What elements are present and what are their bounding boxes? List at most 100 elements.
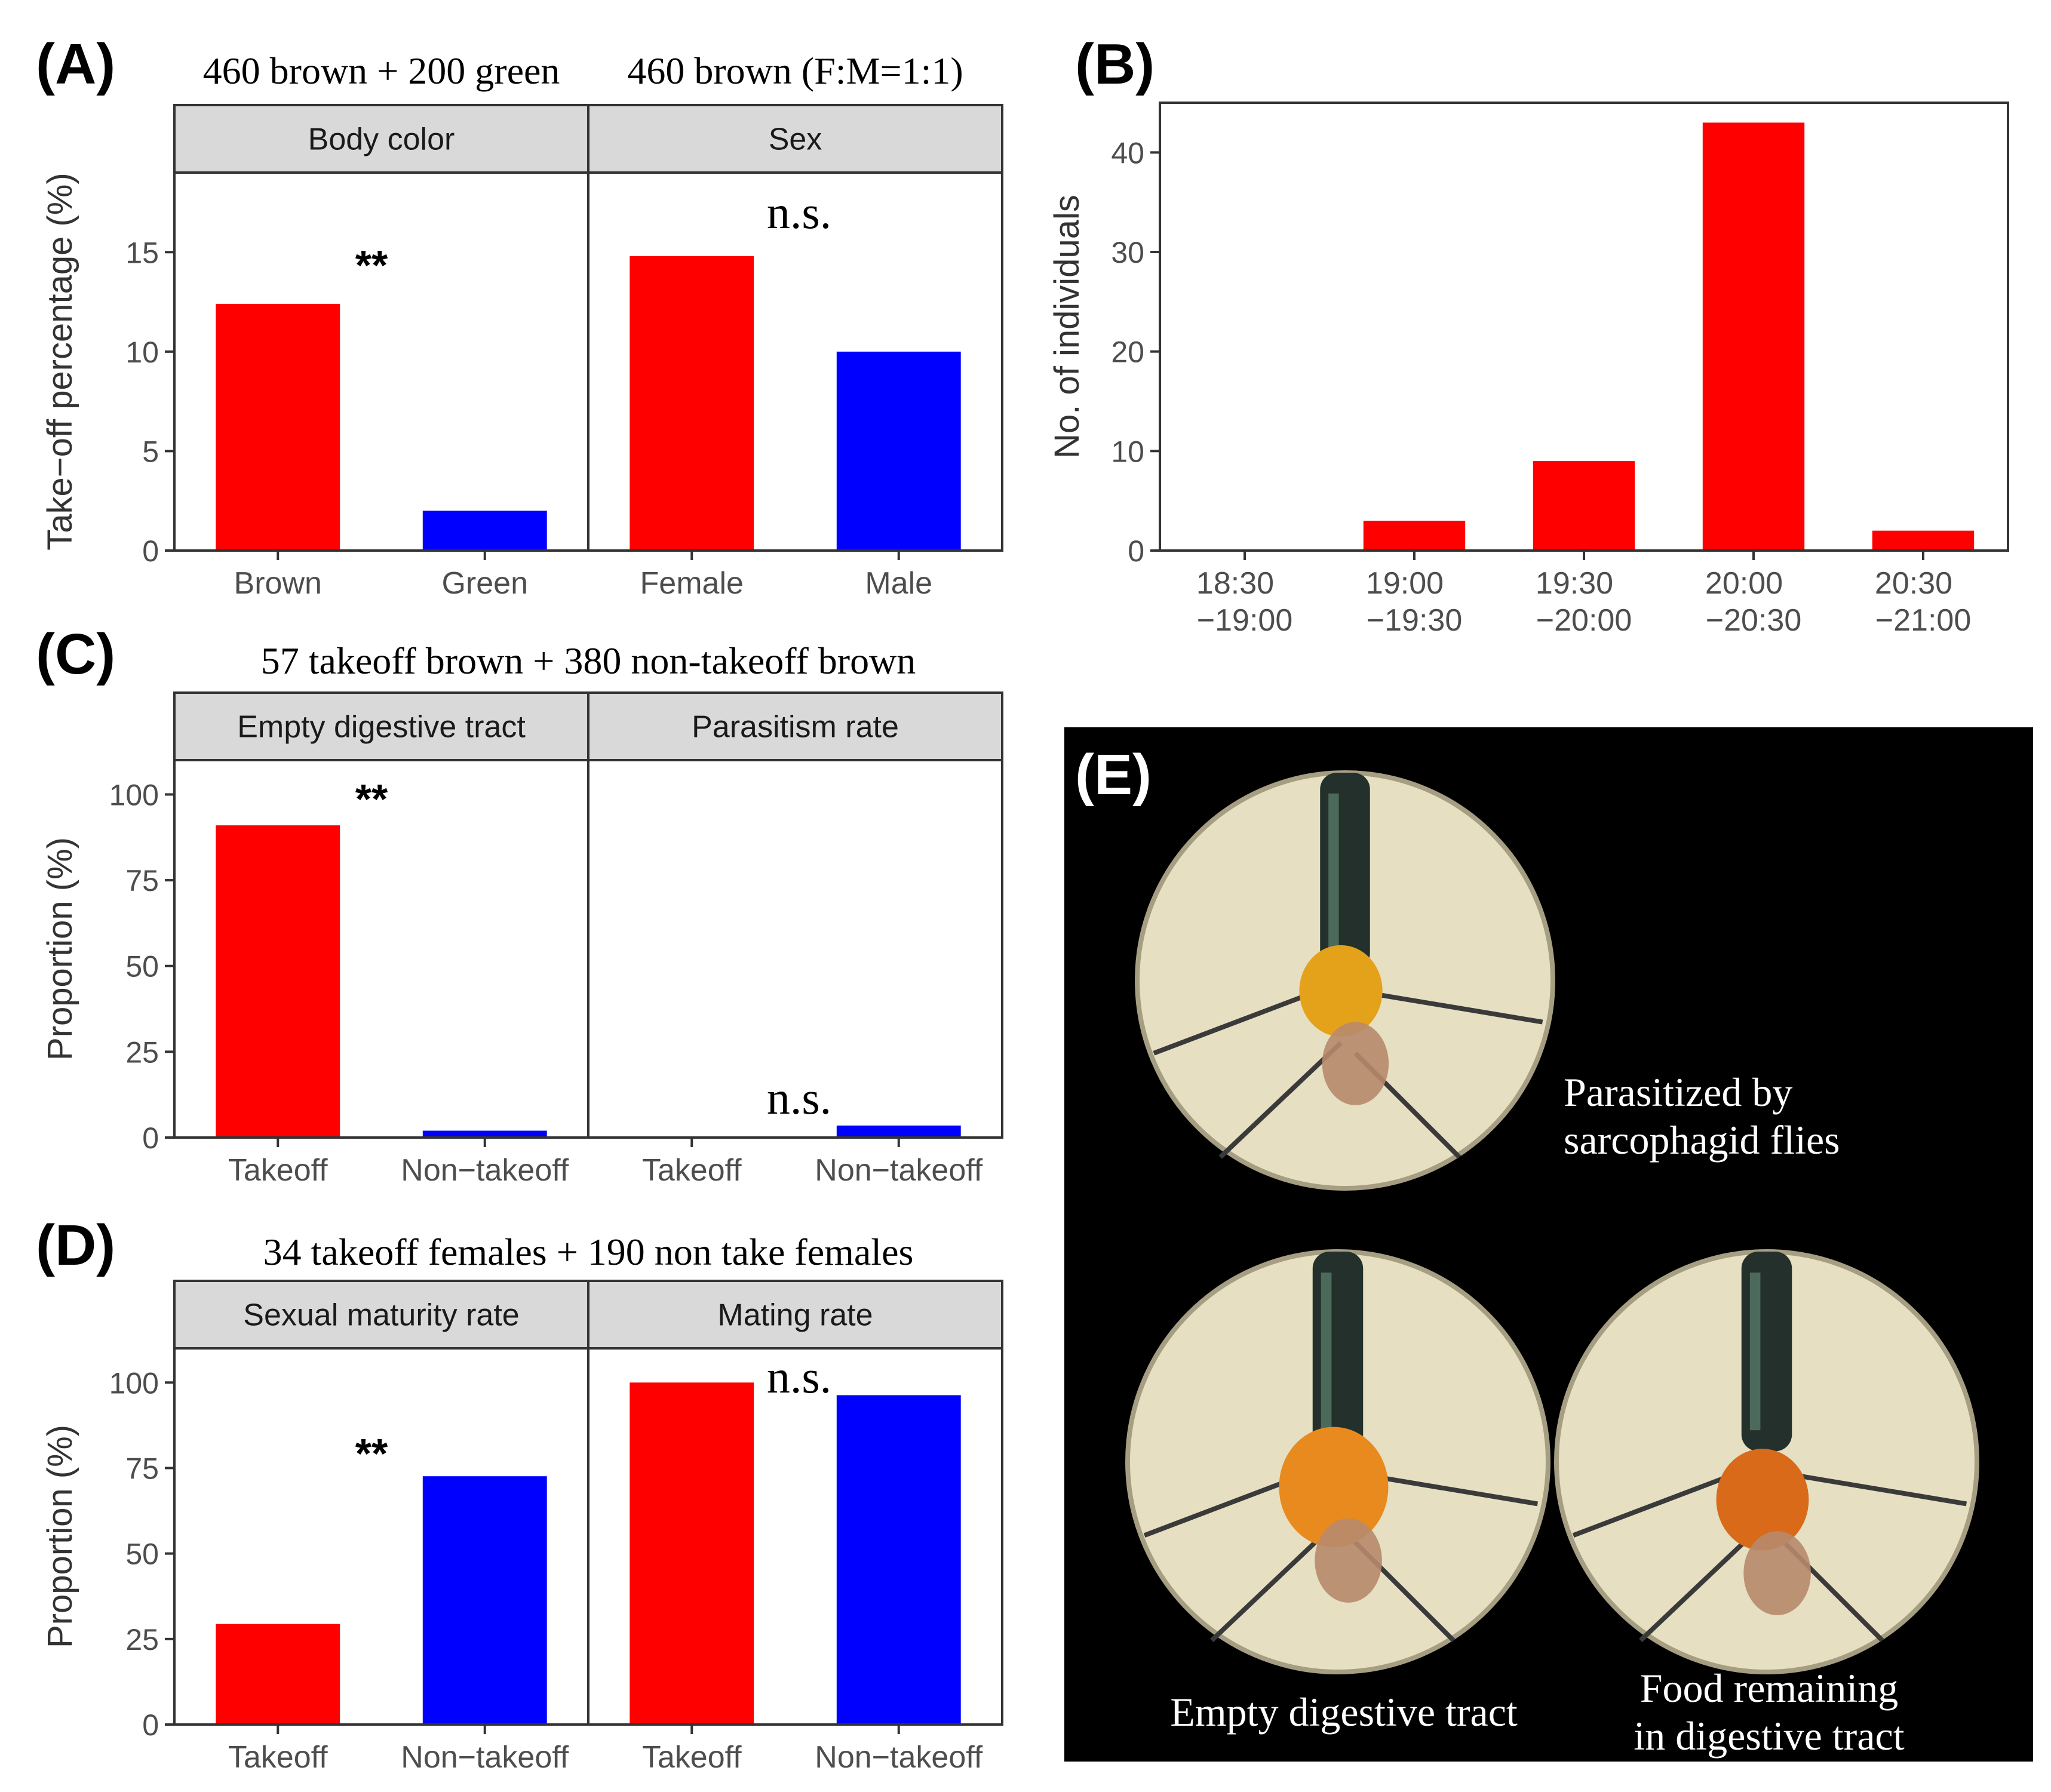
caption-parasitized-line1: Parasitized by bbox=[1564, 1069, 1792, 1115]
bar bbox=[630, 256, 754, 551]
bar bbox=[422, 1130, 547, 1138]
y-tick-label: 30 bbox=[1111, 236, 1144, 269]
y-axis-label: Proportion (%) bbox=[41, 837, 79, 1061]
panel-label: (B) bbox=[1075, 32, 1155, 96]
y-tick-label: 25 bbox=[125, 1623, 159, 1656]
x-tick-label: Takeoff bbox=[642, 1153, 742, 1188]
y-axis-label: No. of individuals bbox=[1048, 195, 1086, 459]
significance-label: n.s. bbox=[767, 1072, 831, 1124]
facet-frame bbox=[587, 1347, 1003, 1726]
panel-label: (A) bbox=[36, 32, 115, 96]
panel-B: (B) No. of individuals 0 10 20 30 40 18:30−19:0… bbox=[1048, 32, 2009, 638]
abdomen-tissue bbox=[1743, 1531, 1811, 1615]
insect-highlight bbox=[1749, 1272, 1761, 1431]
x-tick-label: Green bbox=[441, 566, 528, 601]
facet-frame bbox=[587, 759, 1003, 1139]
x-tick-label: 19:30 bbox=[1536, 566, 1613, 601]
facet-strip-label: Sex bbox=[769, 122, 822, 157]
probe bbox=[1776, 1470, 1967, 1507]
caption-food-line2: in digestive tract bbox=[1634, 1713, 1904, 1759]
x-tick-label: 18:30 bbox=[1196, 566, 1274, 601]
facet-strip bbox=[173, 104, 589, 174]
x-tick-label: −21:00 bbox=[1875, 603, 1972, 638]
bar bbox=[1363, 521, 1466, 551]
digestive-tract bbox=[1299, 945, 1383, 1037]
bar bbox=[422, 1476, 547, 1725]
bar bbox=[216, 303, 340, 551]
x-tick-label: Takeoff bbox=[228, 1740, 328, 1775]
y-tick-label: 75 bbox=[125, 864, 159, 897]
facet-title: 460 brown (F:M=1:1) bbox=[627, 50, 963, 92]
y-axis-label: Proportion (%) bbox=[41, 1425, 79, 1648]
x-tick-label: Non−takeoff bbox=[401, 1153, 569, 1188]
caption-food-line1: Food remaining bbox=[1640, 1665, 1899, 1711]
y-tick-label: 0 bbox=[142, 1708, 159, 1742]
panel-label: (C) bbox=[36, 622, 115, 686]
abdomen-tissue bbox=[1322, 1022, 1389, 1105]
x-tick-label: −20:00 bbox=[1536, 603, 1632, 638]
insect-body bbox=[1312, 1252, 1364, 1452]
x-tick-label: −20:30 bbox=[1706, 603, 1802, 638]
significance-label: ** bbox=[355, 776, 388, 822]
x-tick-label: Non−takeoff bbox=[401, 1740, 569, 1775]
insect-body bbox=[1320, 773, 1370, 970]
x-tick-label: 19:00 bbox=[1366, 566, 1444, 601]
panel-A: (A) Take−off percentage (%) 0 5 10 15 460 brow… bbox=[36, 32, 1003, 601]
panel-label: (E) bbox=[1075, 743, 1152, 807]
y-tick-label: 40 bbox=[1111, 136, 1144, 170]
digestive-tract bbox=[1716, 1449, 1809, 1551]
facet-strip bbox=[173, 691, 589, 761]
x-tick-label: Brown bbox=[234, 566, 322, 601]
facet-strip-label: Sexual maturity rate bbox=[243, 1298, 519, 1333]
significance-label: n.s. bbox=[767, 186, 831, 238]
probe bbox=[1218, 1041, 1343, 1159]
facet-strip-label: Parasitism rate bbox=[692, 710, 899, 745]
x-tick-label: −19:30 bbox=[1367, 603, 1463, 638]
facet-strip-label: Empty digestive tract bbox=[237, 710, 526, 745]
y-tick-label: 100 bbox=[109, 778, 159, 812]
panel-title: 34 takeoff females + 190 non take female… bbox=[263, 1231, 914, 1273]
y-tick-label: 10 bbox=[1111, 435, 1144, 468]
x-tick-label: Takeoff bbox=[228, 1153, 328, 1188]
y-tick-label: 5 bbox=[142, 435, 159, 468]
y-tick-label: 10 bbox=[125, 336, 159, 369]
significance-label: n.s. bbox=[767, 1351, 831, 1403]
y-tick-label: 50 bbox=[125, 950, 159, 983]
photo-food-remaining bbox=[1554, 1249, 1979, 1674]
facet-strip bbox=[587, 1280, 1003, 1350]
y-tick-label: 15 bbox=[125, 236, 159, 269]
x-tick-label: Non−takeoff bbox=[815, 1740, 982, 1775]
probe bbox=[1355, 988, 1543, 1025]
abdomen-tissue bbox=[1315, 1519, 1382, 1603]
x-tick-label: −19:00 bbox=[1197, 603, 1293, 638]
facet-strip bbox=[587, 104, 1003, 174]
facet-strip-label: Body color bbox=[308, 122, 455, 157]
bar bbox=[1702, 122, 1805, 551]
y-tick-label: 20 bbox=[1111, 336, 1144, 369]
insect-highlight bbox=[1328, 793, 1339, 949]
bar bbox=[1533, 461, 1635, 551]
facet-frame bbox=[587, 171, 1003, 552]
bar bbox=[630, 1382, 754, 1725]
y-tick-label: 25 bbox=[125, 1035, 159, 1069]
bar bbox=[836, 1395, 961, 1725]
bar bbox=[836, 1125, 961, 1138]
bar bbox=[422, 511, 547, 551]
facet-strip bbox=[173, 1280, 589, 1350]
photo-parasitized bbox=[1135, 770, 1555, 1191]
bar bbox=[216, 1624, 340, 1725]
digestive-tract bbox=[1279, 1427, 1389, 1547]
plot-frame bbox=[1159, 102, 2009, 552]
y-tick-label: 100 bbox=[109, 1366, 159, 1400]
insect-highlight bbox=[1321, 1272, 1332, 1431]
y-tick-label: 50 bbox=[125, 1538, 159, 1571]
y-tick-label: 0 bbox=[142, 1121, 159, 1155]
panel-D: (D) 34 takeoff females + 190 non take fem… bbox=[36, 1213, 1003, 1775]
y-tick-label: 0 bbox=[142, 534, 159, 568]
x-tick-label: Non−takeoff bbox=[815, 1153, 982, 1188]
significance-label: ** bbox=[355, 1430, 388, 1477]
insect-body bbox=[1741, 1252, 1792, 1452]
panel-label: (D) bbox=[36, 1213, 115, 1277]
